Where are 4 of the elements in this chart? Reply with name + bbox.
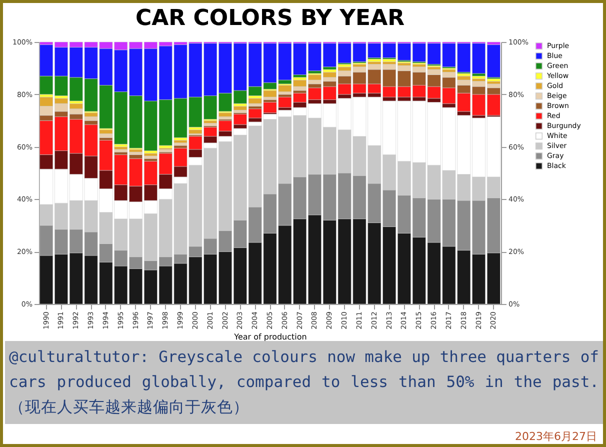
text: @culturaltutor: Greyscale colours now make up three quarters of cars produced globally, compared to less than 50% in the past.（现在人买车越来越偏向于灰色） — [5, 341, 603, 424]
x-axis-title: Year of production — [233, 332, 307, 342]
chart-title: CAR COLORS BY YEAR — [135, 6, 405, 31]
text: 2023年6月27日 — [515, 429, 597, 444]
